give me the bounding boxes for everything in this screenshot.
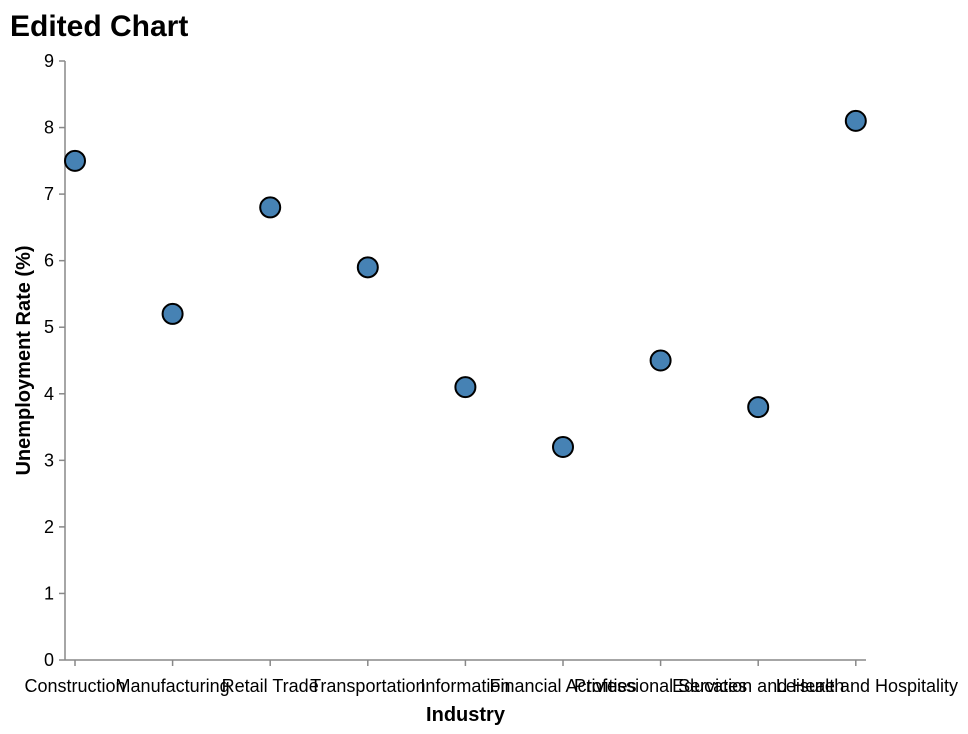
y-tick-label: 2 xyxy=(44,517,54,537)
y-tick-label: 8 xyxy=(44,118,54,138)
x-tick-label: Professional Services xyxy=(574,676,747,696)
y-tick-label: 4 xyxy=(44,384,54,404)
y-tick-label: 1 xyxy=(44,583,54,603)
data-point xyxy=(454,376,477,399)
x-axis-title: Industry xyxy=(426,704,506,726)
y-tick-label: 7 xyxy=(44,184,54,204)
y-tick-label: 3 xyxy=(44,450,54,470)
y-tick-label: 6 xyxy=(44,251,54,271)
data-point xyxy=(356,256,379,279)
data-point xyxy=(552,436,574,459)
y-axis-title: Unemployment Rate (%) xyxy=(13,245,35,475)
y-tick-label: 0 xyxy=(44,650,54,670)
data-points xyxy=(64,109,867,459)
y-tick-label: 5 xyxy=(44,317,54,337)
y-axis: 0 1 2 3 4 5 6 7 8 9 xyxy=(44,51,66,670)
x-tick-label: Transportation xyxy=(310,676,425,696)
x-tick-label: Education and Health xyxy=(672,676,844,696)
x-tick-label: Leisure and Hospitality xyxy=(776,676,958,696)
x-tick-label: Manufacturing xyxy=(116,676,230,696)
x-tick-label: Retail Trade xyxy=(222,676,319,696)
data-point xyxy=(649,349,672,372)
data-point xyxy=(259,196,282,219)
data-point xyxy=(844,109,867,132)
y-tick-label: 9 xyxy=(44,51,54,71)
x-tick-label: Construction xyxy=(24,676,125,696)
chart-title: Edited Chart xyxy=(10,10,188,43)
x-tick-label: Financial Activities xyxy=(489,676,636,696)
data-point xyxy=(64,149,86,172)
data-point xyxy=(747,396,770,419)
x-tick-label: Information xyxy=(420,676,510,696)
data-point xyxy=(161,302,184,325)
